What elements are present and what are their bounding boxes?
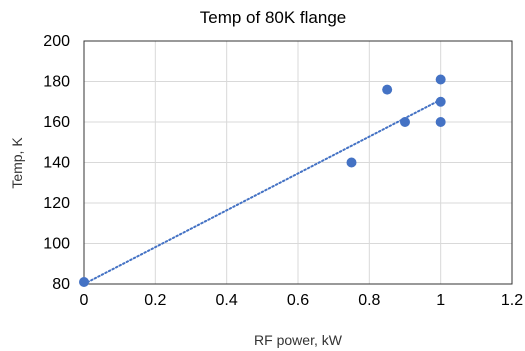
x-tick-label: 0.8 <box>358 292 380 309</box>
x-tick-label: 0 <box>80 292 89 309</box>
data-point <box>435 117 446 127</box>
data-points <box>79 74 446 287</box>
y-tick-label: 140 <box>43 155 70 172</box>
data-point <box>435 96 446 107</box>
data-point <box>79 276 89 287</box>
y-tick-label: 180 <box>43 74 70 91</box>
y-tick-label: 200 <box>43 33 70 50</box>
y-axis-title: Temp, K <box>9 137 25 189</box>
x-tick-label: 0.4 <box>216 292 238 309</box>
y-tick-label: 80 <box>52 276 70 293</box>
x-tick-label: 1 <box>436 292 445 309</box>
x-tick-label: 1.2 <box>501 292 523 309</box>
trendline <box>83 98 442 285</box>
x-tick-label: 0.2 <box>144 292 166 309</box>
data-point <box>346 157 357 168</box>
y-axis-ticks: 80 100 120 140 160 180 200 <box>43 33 70 293</box>
data-point <box>400 117 410 127</box>
data-point <box>382 84 393 95</box>
y-tick-label: 100 <box>43 236 70 253</box>
chart-title: Temp of 80K flange <box>200 8 346 27</box>
x-axis-title: RF power, kW <box>254 332 343 348</box>
data-point <box>435 74 446 85</box>
x-tick-label: 0.6 <box>287 292 309 309</box>
y-tick-label: 120 <box>43 195 70 212</box>
y-tick-label: 160 <box>43 114 70 131</box>
trendline-layer <box>83 98 442 285</box>
gridlines <box>83 40 513 285</box>
x-axis-ticks: 0 0.2 0.4 0.6 0.8 1 1.2 <box>80 292 524 309</box>
plot-area <box>83 40 513 285</box>
